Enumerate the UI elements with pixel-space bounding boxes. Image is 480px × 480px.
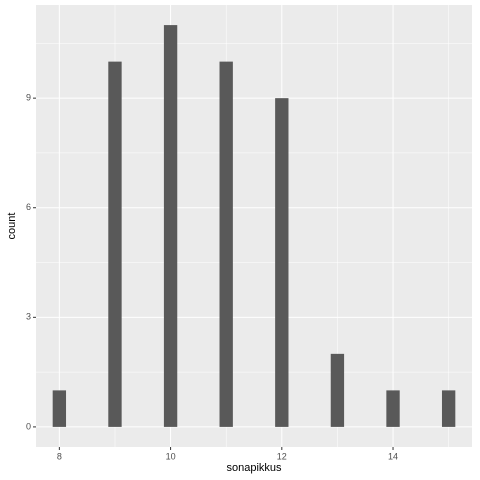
y-tick-label: 0: [26, 421, 31, 431]
x-axis-title: sonapikkus: [226, 462, 282, 474]
y-tick-label: 3: [26, 312, 31, 322]
bar: [52, 390, 67, 427]
x-tick-label: 10: [166, 451, 176, 461]
y-axis-title: count: [6, 213, 18, 240]
bar: [330, 353, 345, 427]
marks: [52, 25, 456, 427]
y-tick-label: 6: [26, 202, 31, 212]
bar: [275, 98, 289, 427]
panel: [36, 5, 472, 447]
x-tick-label: 14: [388, 451, 398, 461]
bar: [163, 25, 178, 427]
bar: [219, 61, 233, 427]
x-tick-label: 8: [57, 451, 62, 461]
x-tick-label: 12: [277, 451, 287, 461]
bar: [108, 61, 122, 427]
y-tick-label: 9: [26, 93, 31, 103]
bar: [386, 390, 400, 427]
bar: [441, 390, 456, 427]
